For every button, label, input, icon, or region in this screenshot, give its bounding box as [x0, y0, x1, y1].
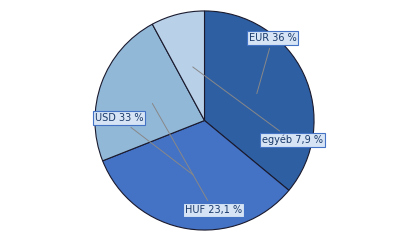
Wedge shape — [152, 11, 204, 120]
Text: USD 33 %: USD 33 % — [95, 113, 193, 175]
Text: HUF 23,1 %: HUF 23,1 % — [152, 103, 242, 215]
Wedge shape — [103, 120, 289, 230]
Wedge shape — [204, 11, 314, 190]
Wedge shape — [95, 24, 204, 161]
Text: EUR 36 %: EUR 36 % — [249, 33, 296, 94]
Text: egyéb 7,9 %: egyéb 7,9 % — [193, 67, 323, 146]
